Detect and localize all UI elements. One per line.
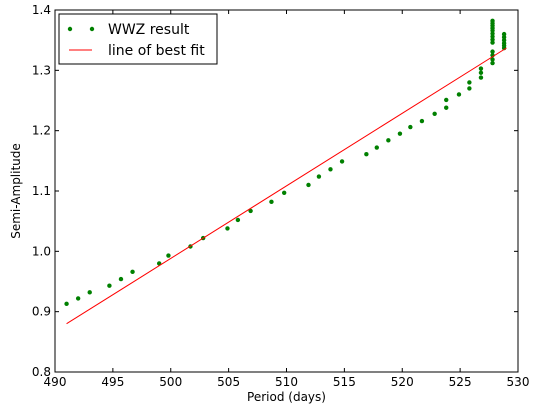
data-point [501,37,507,43]
legend-label: line of best fit [108,43,205,59]
data-point [490,34,495,39]
data-point [490,37,495,42]
data-point [478,75,484,80]
data-point [490,60,495,66]
data-point [339,159,345,164]
legend-marker [67,26,73,32]
data-point [306,182,311,188]
legend-box [58,13,218,65]
x-tick-label: 515 [333,375,356,389]
data-point [374,145,379,150]
data-point [386,138,391,143]
x-tick-label: 510 [275,375,298,389]
y-axis-label: Semi-Amplitude [9,143,23,239]
data-point [130,269,135,275]
y-tick-label: 1.3 [32,63,51,77]
data-point [490,49,495,54]
data-point [478,66,484,71]
data-point [364,151,369,157]
data-point [419,118,425,124]
data-point [490,40,495,45]
legend-label: WWZ result [108,22,190,38]
data-point [64,301,69,307]
data-point [87,290,92,295]
y-tick-label: 0.9 [32,305,51,319]
data-point [490,57,495,62]
data-point [432,111,437,116]
data-point [501,40,507,46]
tick-labels: 490 495 500 505 510 515 520 525 530 0.8 0.9 1.0 1.1 1… [32,3,530,389]
data-point [501,31,507,37]
data-point [316,174,322,179]
data-point [269,199,274,205]
y-tick-label: 1.4 [32,3,51,17]
x-tick-label: 495 [101,375,124,389]
data-point [248,208,253,214]
data-point [408,124,413,130]
x-axis-label: Period (days) [247,390,326,404]
data-point [444,97,449,103]
x-tick-label: 520 [391,375,414,389]
plot-area [64,18,507,325]
legend: WWZ result line of best fit [58,13,218,65]
data-point [397,131,403,136]
legend-marker [89,26,95,32]
data-point [467,86,472,91]
data-point [456,92,462,97]
data-point [467,80,472,85]
plot-frame [54,9,519,373]
data-point [166,253,171,258]
data-point [501,34,507,40]
x-tick-label: 505 [217,375,240,389]
data-point [235,217,241,223]
data-point [118,276,124,282]
y-tick-label: 0.8 [32,365,51,379]
data-point [444,105,449,110]
data-point [107,283,112,288]
x-tick-label: 490 [44,375,67,389]
x-tick-label: 530 [507,375,530,389]
data-point [478,70,484,75]
data-point [490,18,495,24]
data-point [328,167,333,172]
y-tick-label: 1.1 [32,184,51,198]
data-point [490,31,495,36]
data-point [75,296,81,301]
x-tick-label: 525 [449,375,472,389]
data-point [225,226,230,231]
data-point [281,190,287,196]
y-tick-label: 1.0 [32,244,51,258]
best-fit-line [66,47,507,325]
y-tick-label: 1.2 [32,124,51,138]
x-tick-label: 500 [159,375,182,389]
